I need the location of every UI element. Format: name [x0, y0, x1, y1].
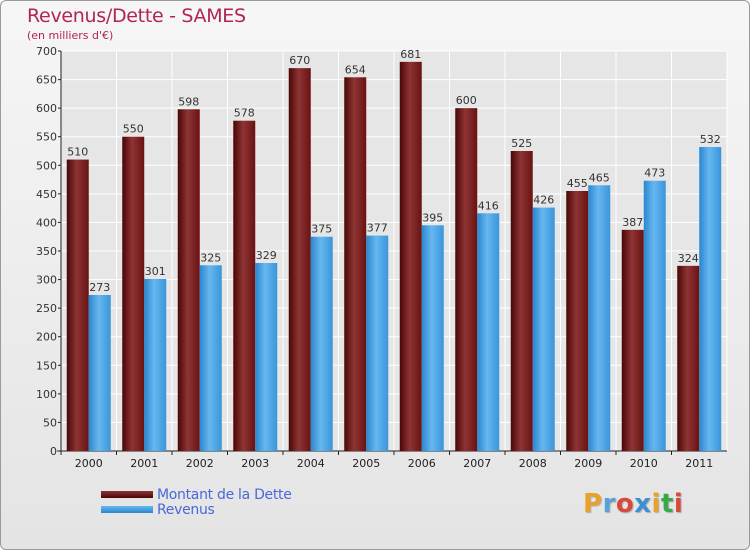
x-tick-label: 2009	[574, 457, 602, 470]
bar-revenue	[421, 225, 444, 451]
axes: 0 50 100 150 200 250 300 350 400 450 500 550 600 650 7…	[36, 45, 727, 470]
data-label-revenue: 375	[311, 223, 332, 236]
y-tick-label: 550	[36, 131, 57, 144]
y-tick-label: 350	[36, 245, 57, 258]
data-label-debt: 550	[123, 123, 144, 136]
logo-letter: x	[634, 489, 652, 519]
x-tick-label: 2005	[352, 457, 380, 470]
data-label-revenue: 532	[700, 133, 721, 146]
bar-revenue	[532, 207, 555, 451]
bar-debt	[122, 136, 145, 451]
data-label-debt: 654	[345, 63, 366, 76]
y-tick-label: 500	[36, 159, 57, 172]
data-label-debt: 387	[622, 216, 643, 229]
x-tick-label: 2011	[685, 457, 713, 470]
legend-label-revenue: Revenus	[157, 501, 215, 518]
bar-debt	[677, 265, 700, 451]
bar-debt	[233, 120, 256, 451]
bar-debt	[455, 108, 478, 452]
x-tick-label: 2006	[408, 457, 436, 470]
data-label-debt: 670	[289, 54, 310, 67]
bar-revenue	[366, 235, 389, 451]
x-tick-label: 2010	[630, 457, 658, 470]
bar-revenue	[144, 279, 167, 451]
x-tick-label: 2003	[241, 457, 269, 470]
y-tick-label: 700	[36, 45, 57, 58]
x-tick-label: 2001	[130, 457, 158, 470]
x-tick-label: 2008	[519, 457, 547, 470]
y-tick-label: 250	[36, 302, 57, 315]
bar-debt	[344, 77, 367, 452]
y-tick-label: 200	[36, 331, 57, 344]
y-tick-label: 300	[36, 274, 57, 287]
logo-letter: o	[615, 489, 635, 519]
data-label-debt: 525	[511, 137, 532, 150]
data-label-debt: 324	[678, 252, 699, 265]
data-label-debt: 600	[456, 94, 477, 107]
proxiti-logo: Proxiti	[583, 489, 683, 519]
y-tick-label: 450	[36, 188, 57, 201]
bar-debt	[510, 151, 533, 451]
x-tick-label: 2004	[297, 457, 325, 470]
data-label-revenue: 301	[145, 265, 166, 278]
chart-subtitle: (en milliers d'€)	[27, 29, 114, 42]
logo-letter: i	[673, 489, 684, 519]
legend-item-revenue: Revenus	[101, 501, 292, 518]
data-label-revenue: 426	[533, 194, 554, 207]
bar-debt	[177, 109, 200, 452]
data-label-debt: 598	[178, 95, 199, 108]
bar-revenue	[199, 265, 222, 451]
bar-revenue	[588, 185, 611, 452]
bar-revenue	[310, 236, 333, 451]
bar-revenue	[255, 263, 278, 451]
data-label-revenue: 325	[200, 251, 221, 264]
x-tick-label: 2007	[463, 457, 491, 470]
y-tick-label: 50	[43, 416, 57, 429]
bar-revenue	[699, 147, 722, 451]
legend: Montant de la Dette Revenus	[101, 486, 292, 518]
data-label-debt: 578	[234, 107, 255, 120]
bar-debt	[566, 191, 589, 451]
data-label-debt: 681	[400, 48, 421, 61]
bar-debt	[399, 61, 422, 451]
legend-label-debt: Montant de la Dette	[157, 486, 292, 503]
data-label-debt: 455	[567, 177, 588, 190]
bar-revenue	[643, 180, 666, 451]
logo-letter: i	[651, 489, 661, 519]
data-label-debt: 510	[67, 146, 88, 159]
data-labels: 510 273 550 301 598 325 578 329 670 375 654 377 681 3…	[67, 48, 721, 294]
bar-debt	[66, 159, 89, 452]
legend-swatch-debt	[101, 491, 153, 498]
data-label-revenue: 395	[422, 211, 443, 224]
x-tick-label: 2002	[186, 457, 214, 470]
logo-letter: r	[602, 489, 616, 519]
bar-debt	[621, 229, 644, 451]
data-label-revenue: 465	[589, 171, 610, 184]
grid-lines	[60, 50, 728, 452]
data-label-revenue: 273	[89, 281, 110, 294]
data-label-revenue: 416	[478, 199, 499, 212]
data-label-revenue: 329	[256, 249, 277, 262]
chart-title: Revenus/Dette - SAMES	[27, 5, 246, 27]
data-label-revenue: 377	[367, 222, 388, 235]
y-tick-label: 600	[36, 102, 57, 115]
logo-letter: P	[583, 489, 603, 519]
y-tick-label: 100	[36, 388, 57, 401]
logo-letter: t	[660, 489, 674, 519]
bars	[66, 61, 722, 452]
data-label-revenue: 473	[644, 167, 665, 180]
bar-revenue	[88, 295, 111, 451]
y-tick-label: 650	[36, 74, 57, 87]
bar-revenue	[477, 213, 500, 451]
legend-swatch-revenue	[101, 506, 153, 513]
y-tick-label: 0	[50, 445, 57, 458]
y-tick-label: 150	[36, 359, 57, 372]
legend-item-debt: Montant de la Dette	[101, 486, 292, 503]
bar-debt	[288, 68, 311, 452]
y-tick-label: 400	[36, 216, 57, 229]
x-tick-label: 2000	[75, 457, 103, 470]
